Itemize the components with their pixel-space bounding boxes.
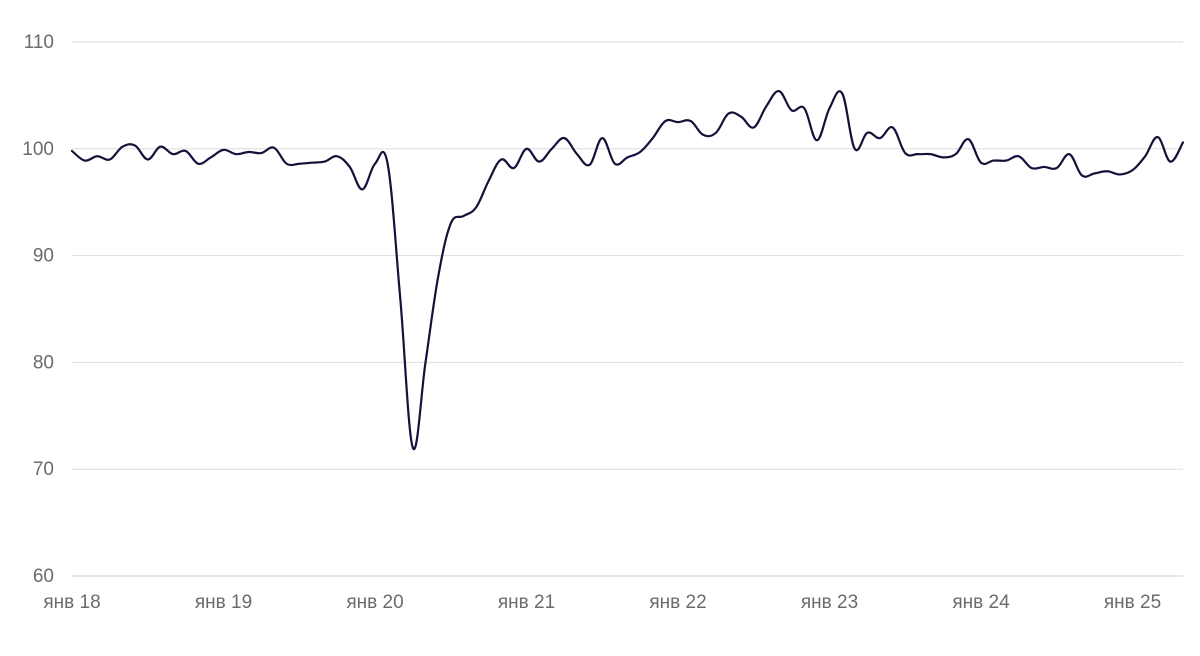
x-tick-label-5: янв 23 (801, 592, 858, 613)
y-tick-label-100: 100 (22, 139, 54, 160)
x-axis-tick-labels: янв 18 янв 19 янв 20 янв 21 янв 22 янв 23 янв … (43, 592, 1161, 613)
x-tick-label-0: янв 18 (43, 592, 100, 613)
x-tick-label-3: янв 21 (498, 592, 555, 613)
series-layer (70, 90, 1185, 451)
x-tick-label-4: янв 22 (649, 592, 706, 613)
y-tick-label-90: 90 (33, 246, 54, 267)
x-tick-label-6: янв 24 (952, 592, 1010, 613)
y-tick-label-60: 60 (33, 566, 54, 587)
y-tick-label-80: 80 (33, 352, 54, 373)
y-tick-label-70: 70 (33, 459, 54, 480)
y-tick-label-110: 110 (24, 32, 54, 53)
series-line-0 (70, 90, 1185, 451)
x-tick-label-7: янв 25 (1104, 592, 1161, 613)
y-axis-tick-labels: 60 70 80 90 100 110 (22, 32, 54, 587)
x-tick-label-2: янв 20 (346, 592, 403, 613)
x-tick-label-1: янв 19 (195, 592, 252, 613)
grid-lines (72, 41, 1183, 577)
